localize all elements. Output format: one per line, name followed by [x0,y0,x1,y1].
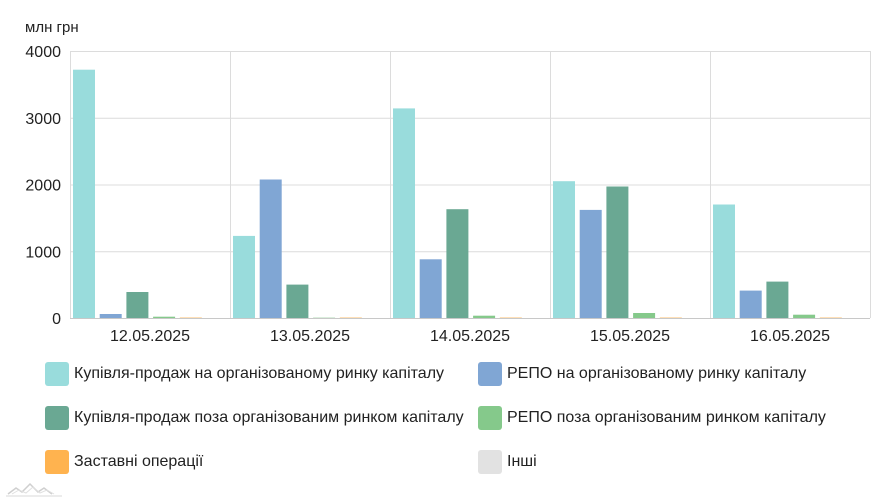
x-tick-label: 14.05.2025 [430,328,510,345]
legend-label: Купівля-продаж на організованому ринку к… [74,365,445,382]
legend-item[interactable]: Заставні операції [45,450,478,474]
mountain-logo-icon [6,482,62,497]
legend-label: РЕПО на організованому ринку капіталу [507,365,807,382]
bar [793,314,816,318]
bar [393,108,415,319]
bar [473,315,496,318]
legend-item[interactable]: РЕПО на організованому ринку капіталу [478,362,878,386]
bar [579,209,602,318]
legend-swatch [45,362,69,386]
bar [286,284,309,318]
x-tick-label: 15.05.2025 [590,328,670,345]
bar [419,259,442,318]
legend-label: Заставні операції [74,453,204,470]
legend: Купівля-продаж на організованому ринку к… [45,362,885,474]
legend-swatch [478,450,502,474]
bar [446,209,469,318]
y-tick-label: 2000 [25,178,61,195]
y-tick-label: 1000 [25,244,61,261]
legend-item[interactable]: Інші [478,450,878,474]
bar [153,316,176,318]
legend-item[interactable]: Купівля-продаж на організованому ринку к… [45,362,478,386]
y-tick-label: 4000 [25,44,61,61]
y-axis-label: млн грн [25,19,79,36]
bar [73,69,95,318]
bar [713,204,735,318]
bar [766,281,789,318]
legend-label: Купівля-продаж поза організованим ринком… [74,409,464,426]
bar [553,181,575,318]
legend-label: РЕПО поза організованим ринком капіталу [507,409,826,426]
x-tick-label: 13.05.2025 [270,328,350,345]
bar [99,314,122,318]
y-tick-label: 0 [52,311,61,328]
legend-swatch [45,406,69,430]
bar [739,290,762,318]
legend-swatch [478,362,502,386]
bar [233,235,255,318]
legend-swatch [478,406,502,430]
legend-item[interactable]: РЕПО поза організованим ринком капіталу [478,406,878,430]
legend-label: Інші [507,453,537,470]
bar [633,313,656,318]
chart-svg: 0 1000 2000 3000 4000 млн грн 12.05.2025 13.05.… [25,19,871,345]
bar [606,186,629,318]
bar [259,179,282,318]
bar [126,292,149,318]
x-tick-label: 16.05.2025 [750,328,830,345]
y-tick-label: 3000 [25,111,61,128]
x-tick-label: 12.05.2025 [110,328,190,345]
legend-item[interactable]: Купівля-продаж поза організованим ринком… [45,406,478,430]
legend-swatch [45,450,69,474]
